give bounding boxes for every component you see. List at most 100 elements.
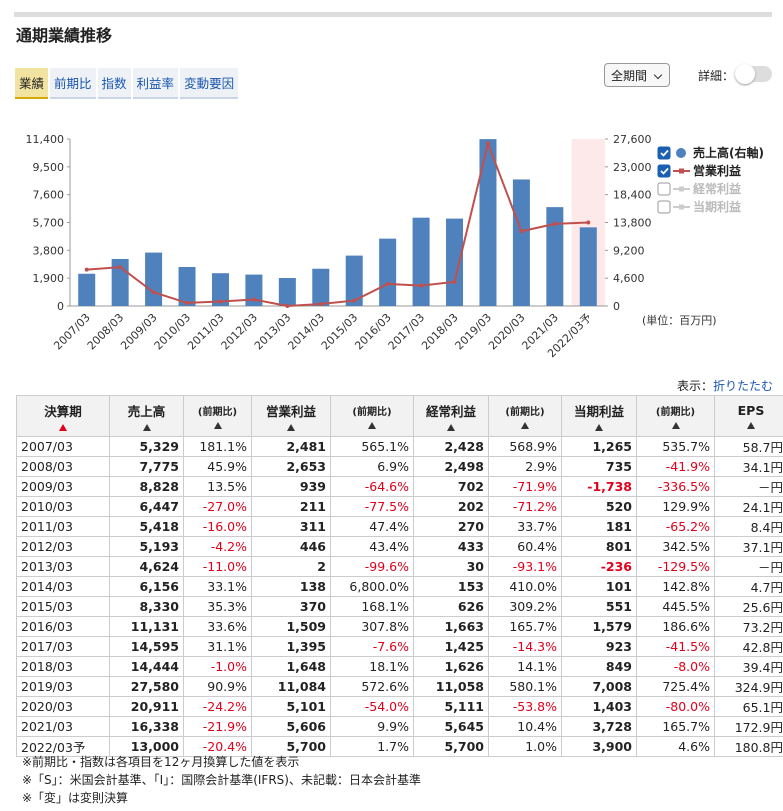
table-cell: 202 (413, 496, 489, 517)
table-cell: 520 (561, 496, 637, 517)
table-cell: 101 (561, 576, 637, 597)
legend-checkbox[interactable] (657, 164, 671, 178)
table-cell: 4.7円 (714, 576, 783, 597)
table-cell: 572.6% (330, 676, 414, 697)
table-cell: 2007/03 (16, 436, 110, 457)
table-cell: -77.5% (330, 496, 414, 517)
table-cell: 324.9円 (714, 676, 783, 697)
table-cell: 725.4% (636, 676, 715, 697)
table-row: 2021/03 16,338 -21.9% 5,606 9.9% 5,645 10.4% 3,… (16, 716, 783, 737)
table-cell: 5,193 (109, 536, 184, 557)
table-cell: 8,828 (109, 476, 184, 497)
table-cell: 65.1円 (714, 696, 783, 717)
header-text: 売上高 (127, 404, 166, 419)
table-cell: 410.0% (488, 576, 562, 597)
table-row: 2014/03 6,156 33.1% 138 6,800.0% 153 410.0% 101… (16, 576, 783, 597)
sort-icon (747, 422, 755, 429)
table-cell: 18.1% (330, 656, 414, 677)
header-text: (前期比) (505, 407, 545, 418)
table-cell: 702 (413, 476, 489, 497)
table-cell: 2020/03 (16, 696, 110, 717)
table-cell: 42.8円 (714, 636, 783, 657)
table-row: 2020/03 20,911 -24.2% 5,101 -54.0% 5,111 -53.8… (16, 696, 783, 717)
table-cell: 5,700 (413, 736, 489, 757)
table-row: 2018/03 14,444 -1.0% 1,648 18.1% 1,626 14.1% 84… (16, 656, 783, 677)
detail-toggle[interactable] (735, 64, 772, 84)
table-row: 2013/03 4,624 -11.0% 2 -99.6% 30 -93.1% -236 -12… (16, 556, 783, 577)
table-cell: 181 (561, 516, 637, 537)
table-cell: 311 (251, 516, 331, 537)
table-cell: -336.5% (636, 476, 715, 497)
check-icon (660, 149, 669, 157)
table-cell: 3,728 (561, 716, 637, 737)
legend-icon (676, 148, 686, 158)
line (86, 140, 589, 307)
table-cell: 34.1円 (714, 456, 783, 477)
footnote: ※前期比・指数は各項目を12ヶ月換算した値を表示 (22, 755, 300, 769)
table-cell: 8,330 (109, 596, 184, 617)
legend-checkbox[interactable] (657, 200, 671, 214)
line-point (251, 297, 256, 302)
table-cell: -7.6% (330, 636, 414, 657)
table-cell: -11.0% (183, 556, 252, 577)
sort-icon (213, 422, 222, 429)
table-cell: -53.8% (488, 696, 562, 717)
tab[interactable]: 指数 (97, 68, 131, 99)
column-header[interactable]: 決算期 (16, 395, 110, 437)
column-header[interactable]: EPS (714, 395, 783, 437)
table-cell: -65.2% (636, 516, 715, 537)
header-text: 営業利益 (265, 404, 316, 419)
table-cell: 2 (251, 556, 331, 577)
results-table: 決算期 売上高 (前期比) 営業利益 (前期比) 経常利益 (前期比) 当期利益 (前期比) EP… (16, 395, 783, 757)
collapse-link[interactable]: 折りたたむ (712, 379, 773, 393)
sort-icon (671, 422, 680, 429)
column-header[interactable]: (前期比) (488, 395, 562, 437)
table-cell: 58.7円 (714, 436, 783, 457)
table-cell: 2021/03 (16, 716, 110, 737)
bar (345, 255, 363, 306)
tab[interactable]: 変動要因 (180, 68, 239, 99)
column-header[interactable]: (前期比) (636, 395, 715, 437)
table-cell: 11,084 (251, 676, 331, 697)
column-header[interactable]: 営業利益 (251, 395, 331, 437)
column-header[interactable]: 売上高 (109, 395, 184, 437)
table-cell: 16,338 (109, 716, 184, 737)
table-cell: －円 (714, 476, 783, 497)
table-cell: 35.3% (183, 596, 252, 617)
legend-checkbox[interactable] (657, 182, 671, 196)
display-label: 表示： (676, 379, 713, 393)
bar (379, 238, 397, 306)
table-cell: 445.5% (636, 596, 715, 617)
table-cell: 939 (251, 476, 331, 497)
bar (412, 217, 430, 306)
sort-icon (368, 422, 376, 429)
table-cell: 33.7% (488, 516, 562, 537)
table-cell: 90.9% (183, 676, 252, 697)
table-row: 2015/03 8,330 35.3% 370 168.1% 626 309.2% 551 44… (16, 596, 783, 617)
column-header[interactable]: (前期比) (183, 395, 252, 437)
table-cell: 39.4円 (714, 656, 783, 677)
tab[interactable]: 利益率 (132, 68, 179, 99)
table-cell: 9.9% (330, 716, 414, 737)
period-select[interactable]: 全期間 (604, 63, 670, 87)
table-cell: 5,606 (251, 716, 331, 737)
bar (211, 273, 229, 306)
table-cell: 43.4% (330, 536, 414, 557)
line-point (552, 221, 557, 226)
table-cell: 309.2% (488, 596, 562, 617)
table-row: 2016/03 11,131 33.6% 1,509 307.8% 1,663 165.7%… (16, 616, 783, 637)
line-point (452, 279, 457, 284)
column-header[interactable]: 経常利益 (413, 395, 489, 437)
tab[interactable]: 業績 (15, 68, 49, 99)
column-header[interactable]: 当期利益 (561, 395, 637, 437)
legend-label: 経常利益 (693, 181, 741, 196)
tab[interactable]: 前期比 (50, 68, 96, 99)
legend-checkbox[interactable] (657, 146, 671, 160)
column-header[interactable]: (前期比) (330, 395, 414, 437)
y-tick-label: 5,700 (33, 217, 65, 230)
sort-icon (142, 424, 151, 431)
table-cell: 1,395 (251, 636, 331, 657)
table-cell: 165.7% (636, 716, 715, 737)
table-cell: -41.5% (636, 636, 715, 657)
table-cell: 6.9% (330, 456, 414, 477)
